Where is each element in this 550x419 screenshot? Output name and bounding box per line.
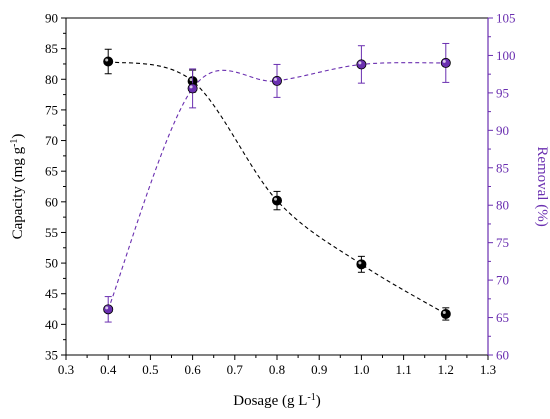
y-tick-label-right: 85 [496, 160, 509, 175]
y-axis-left: 35 40 45 50 55 60 65 70 75 80 85 90 [45, 11, 66, 363]
y-tick-label-right: 70 [496, 273, 509, 288]
x-axis-title: Dosage (g L-1) [233, 392, 321, 410]
y-tick-label-right: 65 [496, 310, 509, 325]
x-tick-label: 0.8 [269, 362, 285, 377]
point-highlight [189, 78, 193, 82]
point-highlight [358, 61, 362, 65]
x-tick-label: 1.3 [480, 362, 496, 377]
x-tick-label: 0.7 [227, 362, 244, 377]
y-tick-label-right: 80 [496, 198, 509, 213]
x-tick-label: 0.6 [184, 362, 201, 377]
data-point-series-2 [187, 83, 198, 94]
data-point-series-2 [440, 57, 451, 68]
y-tick-label-left: 45 [45, 286, 58, 301]
x-tick-label: 1.2 [438, 362, 454, 377]
data-point-series-1 [103, 56, 114, 67]
point-highlight [274, 197, 277, 201]
y-tick-label-left: 40 [45, 317, 58, 332]
x-tick-label: 0.4 [100, 362, 117, 377]
fit-line-series-1 [108, 60, 447, 315]
y-tick-label-left: 75 [45, 102, 58, 117]
data-point-series-2 [271, 75, 282, 86]
y-tick-label-right: 75 [496, 235, 509, 250]
y-tick-label-right: 105 [496, 11, 516, 26]
point-highlight [105, 58, 109, 62]
y-axis-right-title: Removal (%) [534, 146, 550, 226]
point-highlight [442, 59, 446, 63]
y-tick-label-left: 35 [45, 348, 58, 363]
x-tick-label: 0.9 [311, 362, 327, 377]
fit-line-series-2 [107, 62, 446, 310]
y-tick-label-left: 60 [45, 194, 58, 209]
y-tick-label-right: 95 [496, 85, 509, 100]
x-tick-label: 0.5 [142, 362, 158, 377]
y-tick-label-left: 90 [45, 11, 58, 26]
point-highlight [105, 306, 109, 310]
data-point-series-1 [356, 259, 367, 270]
y-axis-left-title: Capacity (mg g-1) [9, 134, 27, 240]
x-axis: 0.3 0.4 0.5 0.6 0.7 0.8 0.9 1.0 1.1 1.2 1.3 [58, 355, 496, 377]
x-tick-label: 1.0 [353, 362, 369, 377]
data-point-series-2 [356, 59, 367, 70]
series-layer [103, 42, 451, 323]
data-point-series-1 [271, 195, 282, 206]
point-highlight [442, 310, 446, 314]
y-tick-label-left: 80 [45, 72, 58, 87]
y-tick-label-left: 65 [45, 164, 58, 179]
data-point-series-1 [440, 308, 451, 319]
point-highlight [274, 77, 277, 81]
y-tick-label-left: 70 [45, 133, 58, 148]
y-tick-label-left: 55 [45, 225, 58, 240]
point-highlight [189, 85, 193, 89]
y-tick-label-right: 60 [496, 348, 509, 363]
x-tick-label: 0.3 [58, 362, 74, 377]
y-tick-label-left: 85 [45, 41, 58, 56]
data-point-series-2 [103, 304, 114, 315]
point-highlight [358, 261, 362, 265]
y-tick-label-left: 50 [45, 256, 58, 271]
x-tick-label: 1.1 [395, 362, 411, 377]
y-axis-right: 60 65 70 75 80 85 90 95 100 105 [488, 11, 516, 363]
y-tick-label-right: 100 [496, 48, 516, 63]
y-tick-label-right: 90 [496, 123, 509, 138]
